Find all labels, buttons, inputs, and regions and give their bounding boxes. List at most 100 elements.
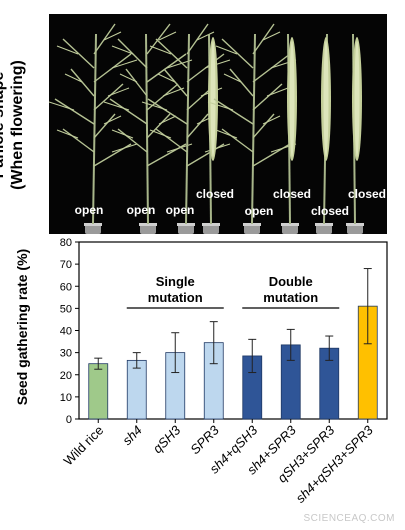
plot-frame	[78, 241, 388, 420]
plant-7: closed	[311, 33, 349, 234]
panicle-shape-label: closed	[196, 187, 234, 201]
panicle-branch	[62, 38, 95, 69]
panicle-shape-label: closed	[311, 204, 349, 218]
x-tick-label: qSH3	[150, 422, 184, 456]
panicle-shape-label: closed	[273, 187, 311, 201]
panicle-branch	[155, 128, 188, 153]
plant-stem	[92, 33, 97, 225]
panicle-branch	[146, 113, 171, 139]
panicle-spikelet	[223, 73, 242, 83]
panicle-branch	[93, 23, 116, 55]
panicle-spikelet	[215, 129, 238, 139]
plant-pot-rim	[177, 223, 195, 226]
plant-pot-rim	[84, 223, 102, 226]
panicle-branch	[155, 38, 188, 69]
panicle-shape-label: open	[166, 203, 195, 217]
y-tick-label: 80	[60, 237, 72, 249]
panicle-spikelet	[158, 31, 177, 41]
panicle-branch	[93, 83, 124, 111]
panicle-spikelet	[111, 45, 134, 55]
group-label-line1: Single	[156, 274, 195, 289]
plant-pot	[282, 224, 298, 234]
plant-stem	[145, 33, 149, 225]
panicle-spikelet	[111, 143, 138, 153]
panicle-spikelet	[111, 129, 134, 139]
x-tick-label: SPR3	[187, 422, 222, 457]
group-label-line1: Double	[269, 274, 313, 289]
panicle-closed-highlight	[210, 41, 216, 157]
panicle-branch	[93, 113, 116, 139]
panicle-branch	[146, 53, 187, 83]
panicle-shape-label: closed	[348, 187, 386, 201]
panicle-branch	[229, 68, 254, 97]
panicle-spikelet	[119, 73, 138, 83]
panicle-spikelet	[103, 101, 130, 111]
panicle-branch	[146, 23, 171, 55]
panicle-shape-label: open	[127, 203, 156, 217]
panicle-shape-label: open	[245, 204, 274, 218]
panicle-closed-highlight	[323, 41, 329, 157]
panicle-spikelet	[107, 87, 130, 97]
panicle-spikelet	[262, 31, 281, 41]
plant-pot-rim	[139, 223, 157, 226]
plant-2: open	[103, 23, 193, 234]
panicle-shape-label: open	[75, 203, 104, 217]
plant-pot	[178, 224, 194, 234]
plant-stem	[185, 33, 190, 225]
plant-pot-rim	[281, 223, 299, 226]
plant-stem	[251, 33, 256, 225]
panicle-branch	[70, 68, 95, 97]
panicle-spikelet	[103, 115, 122, 125]
panicle-branch	[163, 68, 188, 97]
watermark: SCIENCEAQ.COM	[303, 513, 395, 524]
panicle-photo: open open open closed open closed closed closed	[49, 14, 387, 234]
panicle-spikelet	[207, 101, 234, 111]
bar	[126, 359, 147, 420]
plant-pot	[203, 224, 219, 234]
plant-pot-rim	[346, 223, 364, 226]
x-tick-label: sh4	[119, 423, 144, 448]
panicle-branch	[252, 23, 275, 55]
panicle-spikelet	[262, 115, 281, 125]
plant-3: open	[141, 23, 231, 234]
plant-4: closed	[196, 33, 234, 234]
panicle-branch	[221, 128, 254, 153]
panicle-spikelet	[149, 129, 172, 139]
panicle-spikelet	[215, 45, 238, 55]
photo-side-title-line1: Panicle shape	[0, 71, 7, 179]
plant-pot	[347, 224, 363, 234]
y-tick-label: 10	[60, 392, 72, 404]
panicle-branch	[252, 113, 275, 139]
panicle-branch	[252, 83, 283, 111]
panicle-spikelet	[141, 101, 168, 111]
panicle-branch	[62, 128, 95, 153]
panicle-closed-highlight	[289, 41, 295, 157]
panicle-spikelet	[196, 31, 215, 41]
panicle-branch	[146, 83, 179, 111]
panicle-spikelet	[157, 73, 176, 83]
bar	[88, 363, 109, 420]
panicle-spikelet	[103, 31, 122, 41]
panicle-spikelet	[49, 101, 75, 111]
panicle-spikelet	[266, 87, 289, 97]
panicle-branch	[213, 98, 254, 125]
y-tick-label: 40	[60, 326, 72, 338]
y-tick-label: 60	[60, 281, 72, 293]
plant-pot-rim	[315, 223, 333, 226]
panicle-spikelet	[204, 143, 231, 153]
panicle-branch	[186, 23, 209, 55]
photo-side-title: Panicle shape (When flowering)	[0, 55, 29, 195]
group-label-line2: mutation	[148, 290, 203, 305]
panicle-branch	[221, 38, 254, 69]
seed-rate-chart: Seed gathering rate (%) 0 10 20 30 40 50 60 70 8…	[14, 237, 388, 506]
panicle-spikelet	[56, 45, 79, 55]
panicle-spikelet	[56, 129, 79, 139]
panicle-branch	[186, 113, 209, 139]
panicle-spikelet	[64, 73, 83, 83]
y-tick-label: 50	[60, 303, 72, 315]
plant-8: closed	[346, 33, 386, 234]
panicle-spikelet	[111, 59, 138, 69]
plant-pot	[244, 224, 260, 234]
plant-6: closed	[273, 33, 311, 234]
